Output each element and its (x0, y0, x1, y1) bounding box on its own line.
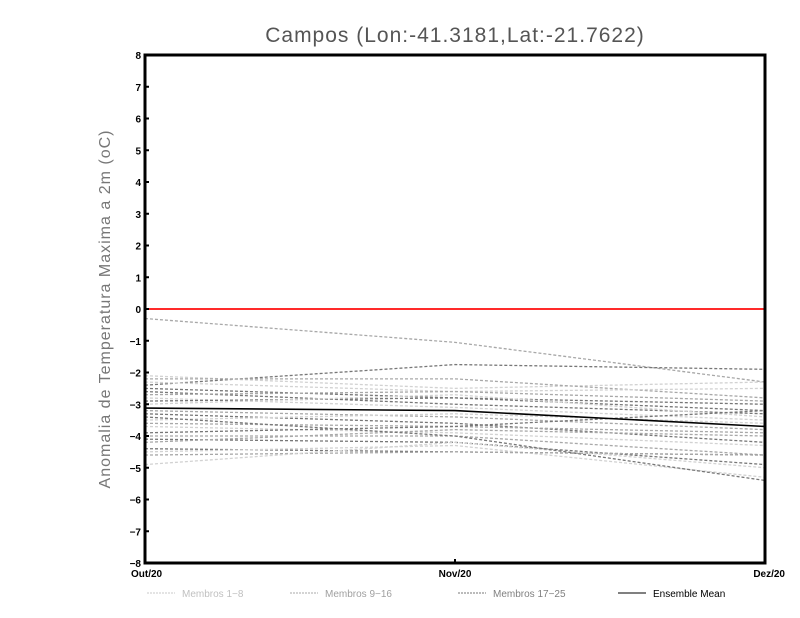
y-tick-label: −2 (130, 369, 142, 380)
y-tick-label: 0 (135, 305, 141, 316)
legend: Membros 1−8 Membros 9−16 Membros 17−25 Ense… (147, 589, 725, 600)
y-tick-label: 7 (135, 83, 141, 94)
legend-label-1: Membros 1−8 (182, 589, 244, 600)
y-tick-label: 4 (135, 178, 141, 189)
member-line-15 (144, 422, 766, 434)
y-tick-label: −1 (130, 337, 142, 348)
y-tick-label: −6 (130, 496, 142, 507)
member-line-11 (144, 394, 766, 418)
y-tick-label: 3 (135, 210, 141, 221)
y-tick-label: −4 (130, 432, 142, 443)
x-tick-label: Nov/20 (439, 569, 472, 580)
x-tick-label: Out/20 (131, 569, 163, 580)
legend-label-3: Membros 17−25 (493, 589, 566, 600)
member-line-14 (144, 413, 766, 424)
member-line-22 (144, 444, 766, 478)
y-tick-label: −8 (130, 559, 142, 570)
member-line-3 (144, 375, 766, 390)
plot-area (144, 308, 766, 482)
member-line-23 (144, 451, 766, 456)
member-line-6 (144, 387, 766, 405)
member-line-4 (145, 378, 766, 399)
y-axis-label: Anomalia de Temperatura Maxima a 2m (oC) (97, 130, 114, 489)
ensemble-mean-line (144, 407, 766, 428)
member-line-8 (144, 390, 766, 402)
member-line-13 (144, 413, 766, 443)
chart-title: Campos (Lon:-41.3181,Lat:-21.7622) (265, 24, 645, 47)
y-tick-label: 2 (135, 242, 141, 253)
member-line-1 (144, 317, 766, 383)
member-line-10 (144, 397, 766, 412)
member-line-24 (144, 441, 766, 469)
y-tick-label: −5 (130, 464, 142, 475)
x-tick-label: Dez/20 (753, 569, 785, 580)
y-tick-label: 1 (135, 273, 141, 284)
y-tick-label: −7 (130, 527, 142, 538)
member-line-25 (144, 416, 766, 482)
member-line-7 (144, 390, 766, 415)
y-tick-label: −3 (130, 400, 142, 411)
member-line-12 (144, 409, 766, 431)
legend-label-2: Membros 9−16 (325, 589, 392, 600)
member-line-2 (144, 363, 766, 386)
member-line-20 (144, 428, 766, 443)
y-tick-label: 8 (135, 51, 141, 62)
y-tick-label: 6 (135, 115, 141, 126)
member-line-17 (144, 409, 766, 434)
legend-label-4: Ensemble Mean (653, 589, 725, 600)
y-tick-label: 5 (135, 146, 141, 157)
member-line-16 (144, 425, 766, 447)
